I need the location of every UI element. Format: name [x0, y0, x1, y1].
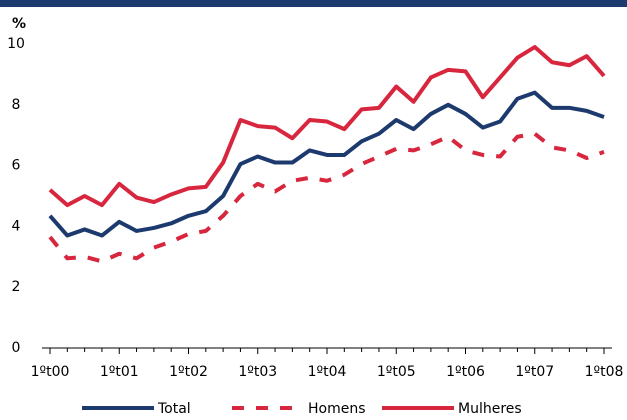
y-tick-label: 6	[12, 158, 21, 174]
y-tick-label: 10	[7, 36, 25, 52]
line-series	[48, 45, 606, 208]
y-tick-label: 4	[12, 218, 21, 234]
legend-label: Total	[157, 401, 191, 416]
x-tick-label: 1ºt02	[169, 364, 208, 380]
top-bar	[0, 0, 627, 7]
y-tick-label: 0	[12, 340, 21, 356]
x-tick-label: 1ºt05	[377, 364, 416, 380]
line-series	[48, 90, 605, 238]
x-tick-label: 1ºt07	[515, 364, 554, 380]
x-tick-label: 1ºt08	[585, 364, 624, 380]
x-tick-label: 1ºt04	[308, 364, 347, 380]
x-tick-label: 1ºt00	[31, 364, 70, 380]
x-tick-label: 1ºt06	[446, 364, 485, 380]
legend-label: Homens	[308, 401, 366, 416]
line-series	[48, 131, 605, 264]
y-tick-label: 2	[12, 279, 21, 295]
y-unit-label: %	[12, 16, 26, 32]
y-tick-label: 8	[12, 97, 21, 113]
x-tick-label: 1ºt03	[238, 364, 277, 380]
legend-label: Mulheres	[458, 401, 522, 416]
x-tick-label: 1ºt01	[100, 364, 139, 380]
